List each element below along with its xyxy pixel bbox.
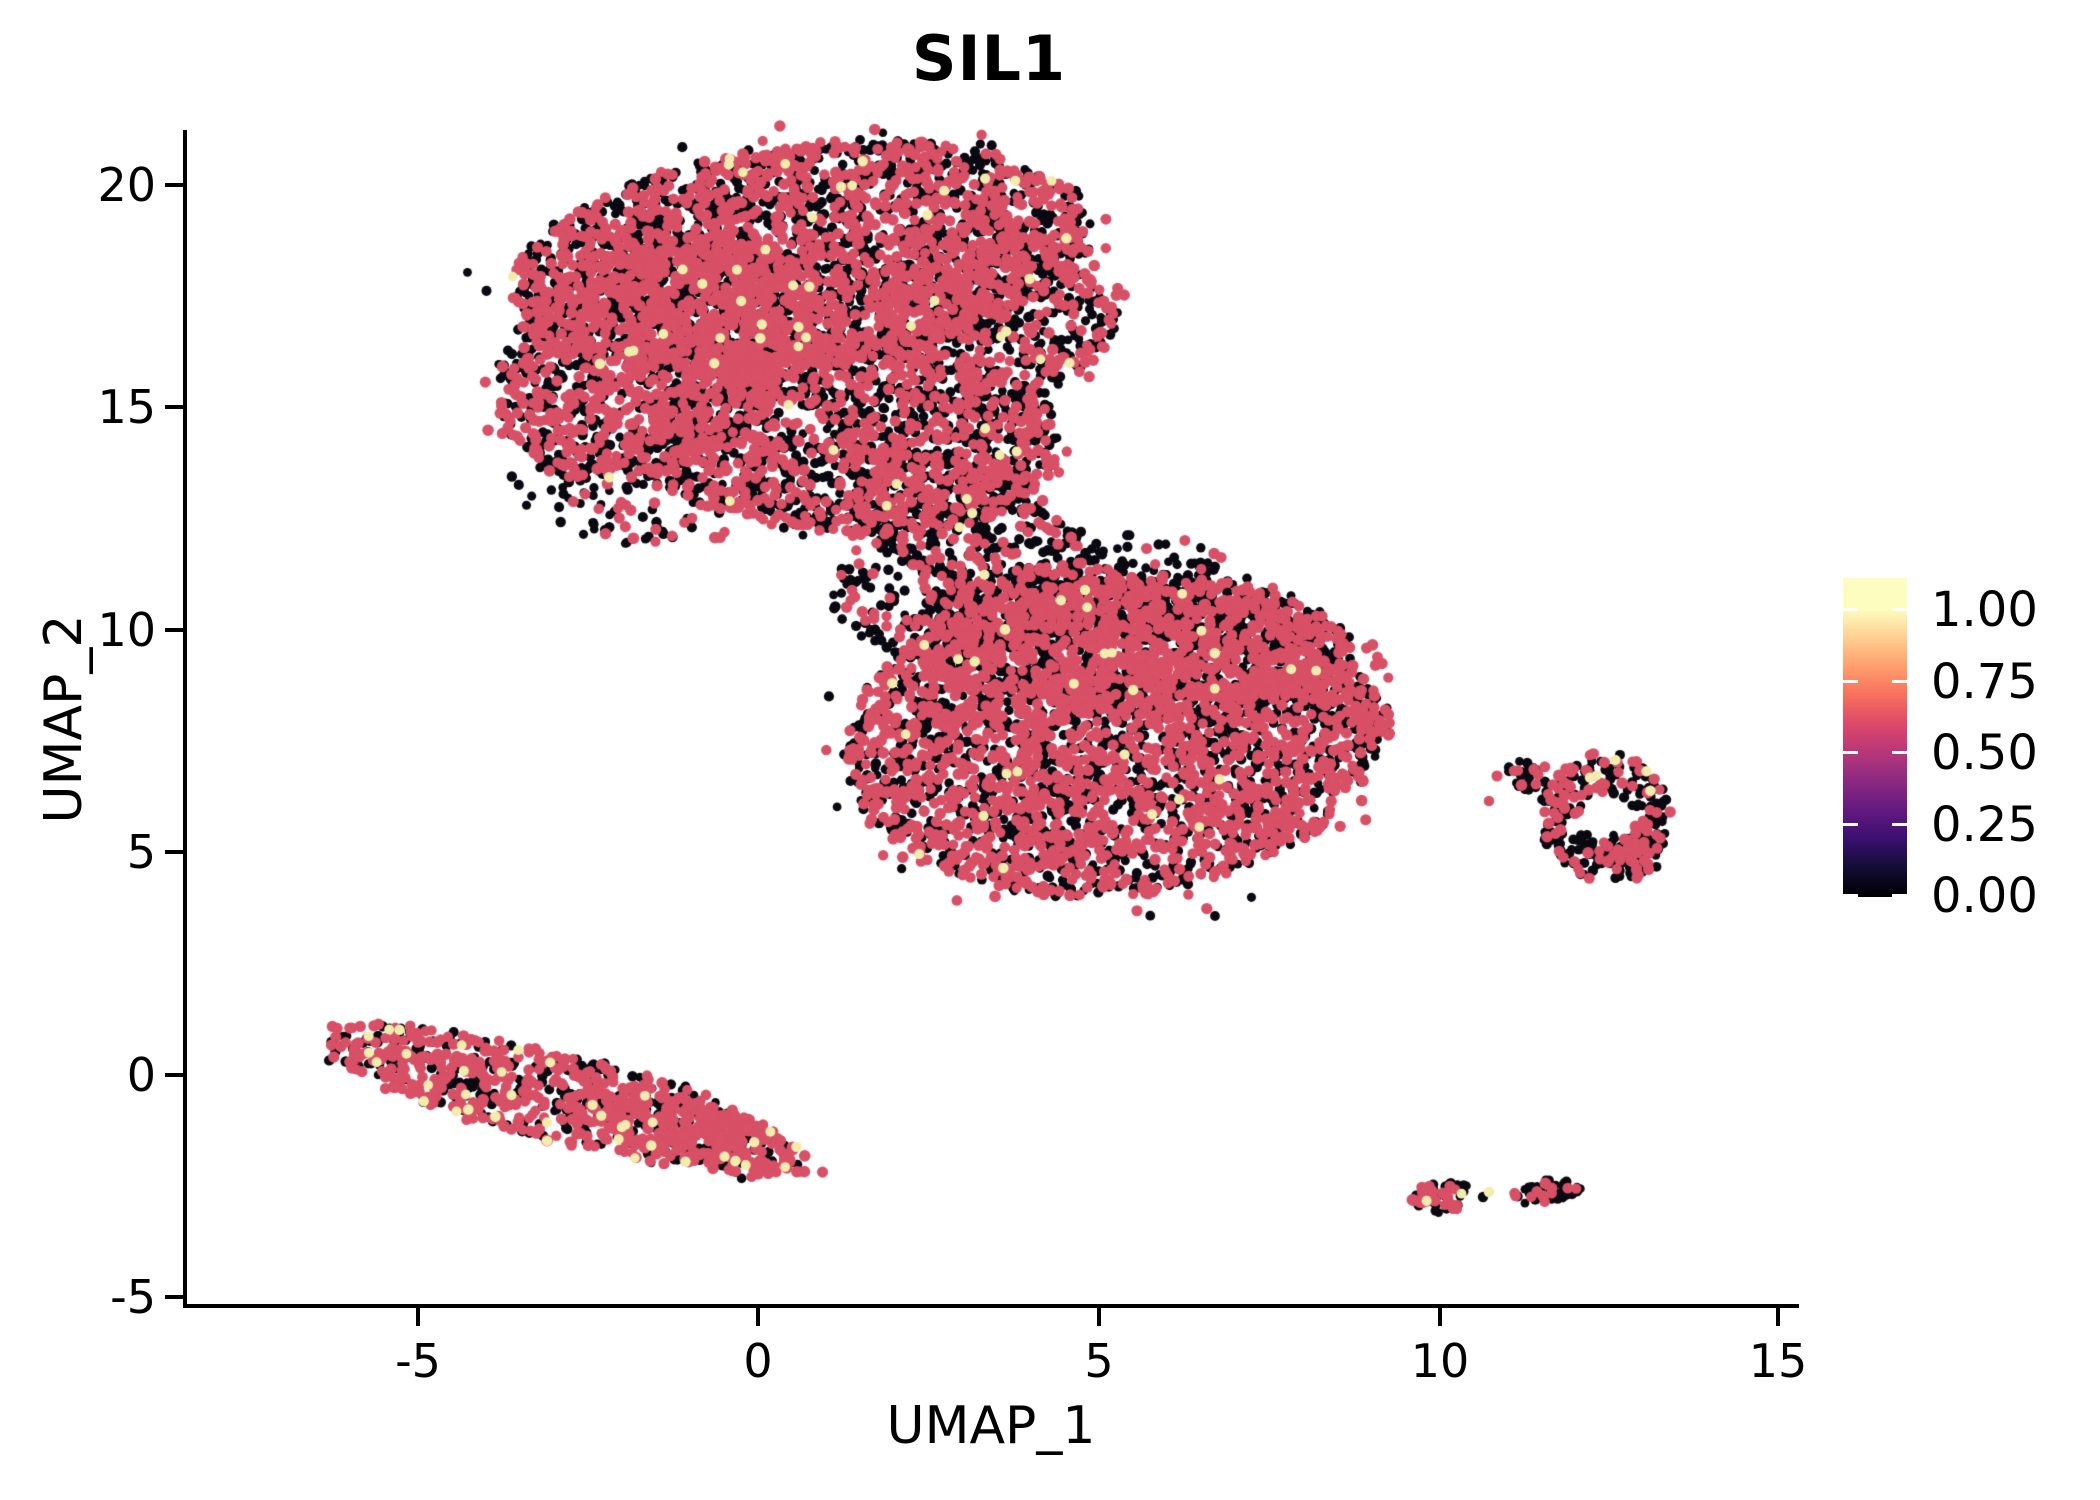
colorbar-gradient bbox=[1843, 578, 1907, 897]
y-tick-label: 5 bbox=[126, 825, 156, 879]
x-tick-neg5 bbox=[416, 1308, 420, 1326]
x-tick-label: -5 bbox=[395, 1334, 441, 1388]
x-tick-label: 0 bbox=[743, 1334, 773, 1388]
x-axis-title: UMAP_1 bbox=[886, 1396, 1096, 1456]
colorbar-tick bbox=[1843, 680, 1858, 683]
y-tick-label: 0 bbox=[126, 1048, 156, 1102]
x-axis-line bbox=[183, 1304, 1799, 1308]
colorbar-tick bbox=[1892, 680, 1907, 683]
colorbar-tick bbox=[1843, 894, 1858, 897]
colorbar-label: 0.25 bbox=[1931, 797, 2038, 853]
colorbar-label: 0.75 bbox=[1931, 654, 2038, 710]
colorbar-tick bbox=[1843, 608, 1858, 611]
x-tick-5 bbox=[1097, 1308, 1101, 1326]
y-tick-label: 20 bbox=[97, 158, 156, 212]
y-tick-20 bbox=[165, 183, 183, 187]
colorbar-tick bbox=[1892, 823, 1907, 826]
colorbar-tick bbox=[1892, 608, 1907, 611]
y-axis-title: UMAP_2 bbox=[34, 614, 94, 824]
colorbar-tick bbox=[1843, 823, 1858, 826]
colorbar-label: 0.00 bbox=[1931, 868, 2038, 924]
x-tick-15 bbox=[1776, 1308, 1780, 1326]
y-tick-label: -5 bbox=[110, 1270, 156, 1324]
x-tick-0 bbox=[756, 1308, 760, 1326]
plot-title: SIL1 bbox=[911, 22, 1067, 95]
y-tick-neg5 bbox=[165, 1295, 183, 1299]
colorbar-tick bbox=[1843, 751, 1858, 754]
x-tick-label: 5 bbox=[1084, 1334, 1114, 1388]
y-tick-10 bbox=[165, 628, 183, 632]
y-tick-0 bbox=[165, 1073, 183, 1077]
colorbar-label: 1.00 bbox=[1931, 582, 2038, 638]
y-tick-label: 15 bbox=[97, 380, 156, 434]
y-tick-15 bbox=[165, 405, 183, 409]
colorbar-tick bbox=[1892, 894, 1907, 897]
y-tick-5 bbox=[165, 850, 183, 854]
y-tick-label: 10 bbox=[97, 603, 156, 657]
x-tick-10 bbox=[1438, 1308, 1442, 1326]
colorbar-tick bbox=[1892, 751, 1907, 754]
y-axis-line bbox=[183, 130, 187, 1308]
colorbar-label: 0.50 bbox=[1931, 725, 2038, 781]
x-tick-label: 15 bbox=[1748, 1334, 1808, 1388]
x-tick-label: 10 bbox=[1410, 1334, 1470, 1388]
